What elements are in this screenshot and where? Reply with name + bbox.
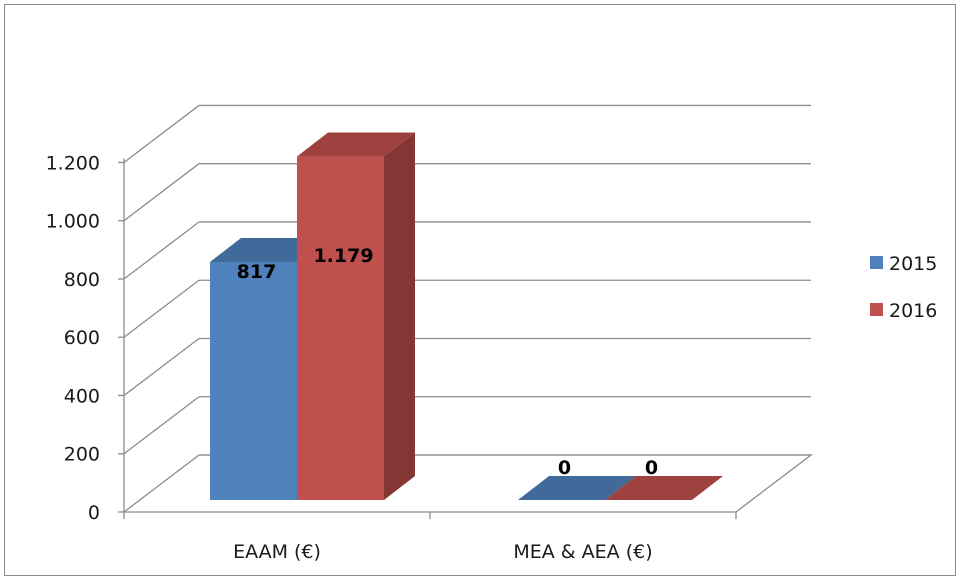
x-category-label: MEA & AEA (€) — [513, 541, 652, 563]
y-tick-label: 0 — [88, 502, 100, 524]
side-gridline — [123, 396, 200, 455]
legend-label-2016: 2016 — [889, 300, 937, 322]
legend-label-2015: 2015 — [889, 253, 937, 275]
side-gridline — [123, 221, 200, 280]
y-tick-label: 200 — [64, 444, 100, 466]
y-tick-label: 600 — [64, 327, 100, 349]
data-label: 817 — [237, 261, 277, 283]
side-gridline — [123, 163, 200, 222]
floor-outline — [123, 454, 813, 513]
y-tick-label: 1.000 — [46, 211, 100, 233]
data-label: 1.179 — [313, 245, 373, 267]
side-gridline — [123, 279, 200, 338]
bar-2016-front — [297, 156, 384, 500]
y-tick-label: 1.200 — [46, 152, 100, 174]
legend-swatch-2015 — [870, 256, 883, 269]
bar-2015-top — [518, 476, 636, 500]
bar-2015-front — [210, 262, 297, 500]
y-tick-label: 400 — [64, 385, 100, 407]
bar-2016-top — [605, 476, 723, 500]
bar-2016-side — [384, 132, 415, 500]
legend-swatch-2016 — [870, 303, 883, 316]
data-label: 0 — [645, 457, 658, 479]
y-tick-label: 800 — [64, 269, 100, 291]
side-gridline — [123, 104, 200, 163]
data-label: 0 — [558, 457, 571, 479]
side-gridline — [123, 337, 200, 396]
x-category-label: EAAM (€) — [233, 541, 321, 563]
bar-2016-top — [297, 132, 415, 157]
chart-frame — [4, 4, 956, 576]
